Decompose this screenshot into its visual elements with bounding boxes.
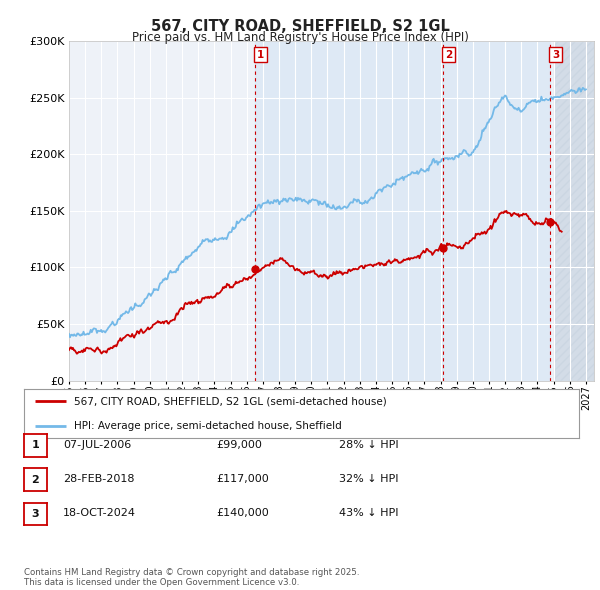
Text: £99,000: £99,000 (216, 440, 262, 450)
Text: 1: 1 (257, 50, 264, 60)
Text: Price paid vs. HM Land Registry's House Price Index (HPI): Price paid vs. HM Land Registry's House … (131, 31, 469, 44)
Text: 567, CITY ROAD, SHEFFIELD, S2 1GL: 567, CITY ROAD, SHEFFIELD, S2 1GL (151, 19, 449, 34)
Text: 18-OCT-2024: 18-OCT-2024 (63, 509, 136, 518)
Text: £117,000: £117,000 (216, 474, 269, 484)
Text: 28% ↓ HPI: 28% ↓ HPI (339, 440, 398, 450)
Text: £140,000: £140,000 (216, 509, 269, 518)
Bar (255, 41, 550, 381)
Text: 3: 3 (552, 50, 559, 60)
Text: 567, CITY ROAD, SHEFFIELD, S2 1GL (semi-detached house): 567, CITY ROAD, SHEFFIELD, S2 1GL (semi-… (74, 396, 387, 407)
Text: 32% ↓ HPI: 32% ↓ HPI (339, 474, 398, 484)
Text: Contains HM Land Registry data © Crown copyright and database right 2025.
This d: Contains HM Land Registry data © Crown c… (24, 568, 359, 587)
Bar (554, 41, 594, 381)
Text: 3: 3 (32, 509, 39, 519)
Text: 07-JUL-2006: 07-JUL-2006 (63, 440, 131, 450)
Text: 2: 2 (32, 475, 39, 484)
Text: HPI: Average price, semi-detached house, Sheffield: HPI: Average price, semi-detached house,… (74, 421, 342, 431)
Text: 28-FEB-2018: 28-FEB-2018 (63, 474, 134, 484)
Text: 43% ↓ HPI: 43% ↓ HPI (339, 509, 398, 518)
Text: 2: 2 (445, 50, 452, 60)
Text: 1: 1 (32, 441, 39, 450)
